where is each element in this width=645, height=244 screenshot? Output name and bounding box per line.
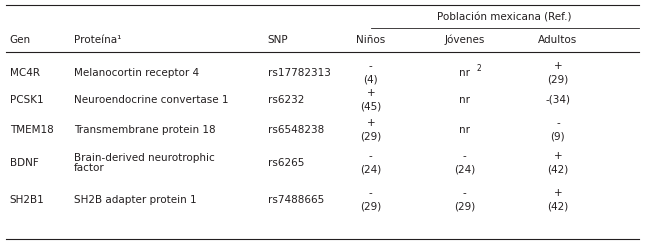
Text: +: + (553, 151, 562, 161)
Text: nr: nr (459, 68, 470, 78)
Text: (24): (24) (454, 165, 475, 175)
Text: (29): (29) (454, 202, 475, 212)
Text: BDNF: BDNF (10, 158, 39, 168)
Text: nr: nr (459, 125, 470, 135)
Text: (24): (24) (361, 165, 381, 175)
Text: -: - (462, 151, 466, 161)
Text: (29): (29) (361, 202, 381, 212)
Text: Población mexicana (Ref.): Población mexicana (Ref.) (437, 12, 572, 22)
Text: (4): (4) (364, 75, 378, 85)
Text: Adultos: Adultos (539, 35, 577, 45)
Text: Proteína¹: Proteína¹ (74, 35, 121, 45)
Text: Neuroendocrine convertase 1: Neuroendocrine convertase 1 (74, 95, 229, 105)
Text: -(34): -(34) (546, 95, 570, 105)
Text: -: - (556, 118, 560, 128)
Text: SNP: SNP (268, 35, 288, 45)
Text: +: + (366, 88, 375, 98)
Text: factor: factor (74, 163, 105, 173)
Text: SH2B1: SH2B1 (10, 195, 45, 205)
Text: +: + (553, 61, 562, 71)
Text: PCSK1: PCSK1 (10, 95, 43, 105)
Text: rs6232: rs6232 (268, 95, 304, 105)
Text: (42): (42) (548, 202, 568, 212)
Text: 2: 2 (476, 64, 481, 73)
Text: Transmembrane protein 18: Transmembrane protein 18 (74, 125, 216, 135)
Text: TMEM18: TMEM18 (10, 125, 54, 135)
Text: Melanocortin receptor 4: Melanocortin receptor 4 (74, 68, 199, 78)
Text: (9): (9) (551, 132, 565, 142)
Text: rs6548238: rs6548238 (268, 125, 324, 135)
Text: (29): (29) (361, 132, 381, 142)
Text: rs6265: rs6265 (268, 158, 304, 168)
Text: Brain-derived neurotrophic: Brain-derived neurotrophic (74, 153, 215, 163)
Text: SH2B adapter protein 1: SH2B adapter protein 1 (74, 195, 197, 205)
Text: (45): (45) (361, 102, 381, 112)
Text: +: + (553, 188, 562, 198)
Text: -: - (369, 151, 373, 161)
Text: (29): (29) (548, 75, 568, 85)
Text: +: + (366, 118, 375, 128)
Text: Gen: Gen (10, 35, 31, 45)
Text: MC4R: MC4R (10, 68, 40, 78)
Text: rs17782313: rs17782313 (268, 68, 330, 78)
Text: nr: nr (459, 95, 470, 105)
Text: (42): (42) (548, 165, 568, 175)
Text: -: - (369, 61, 373, 71)
Text: -: - (369, 188, 373, 198)
Text: rs7488665: rs7488665 (268, 195, 324, 205)
Text: -: - (462, 188, 466, 198)
Text: Jóvenes: Jóvenes (444, 35, 484, 45)
Text: Niños: Niños (356, 35, 386, 45)
